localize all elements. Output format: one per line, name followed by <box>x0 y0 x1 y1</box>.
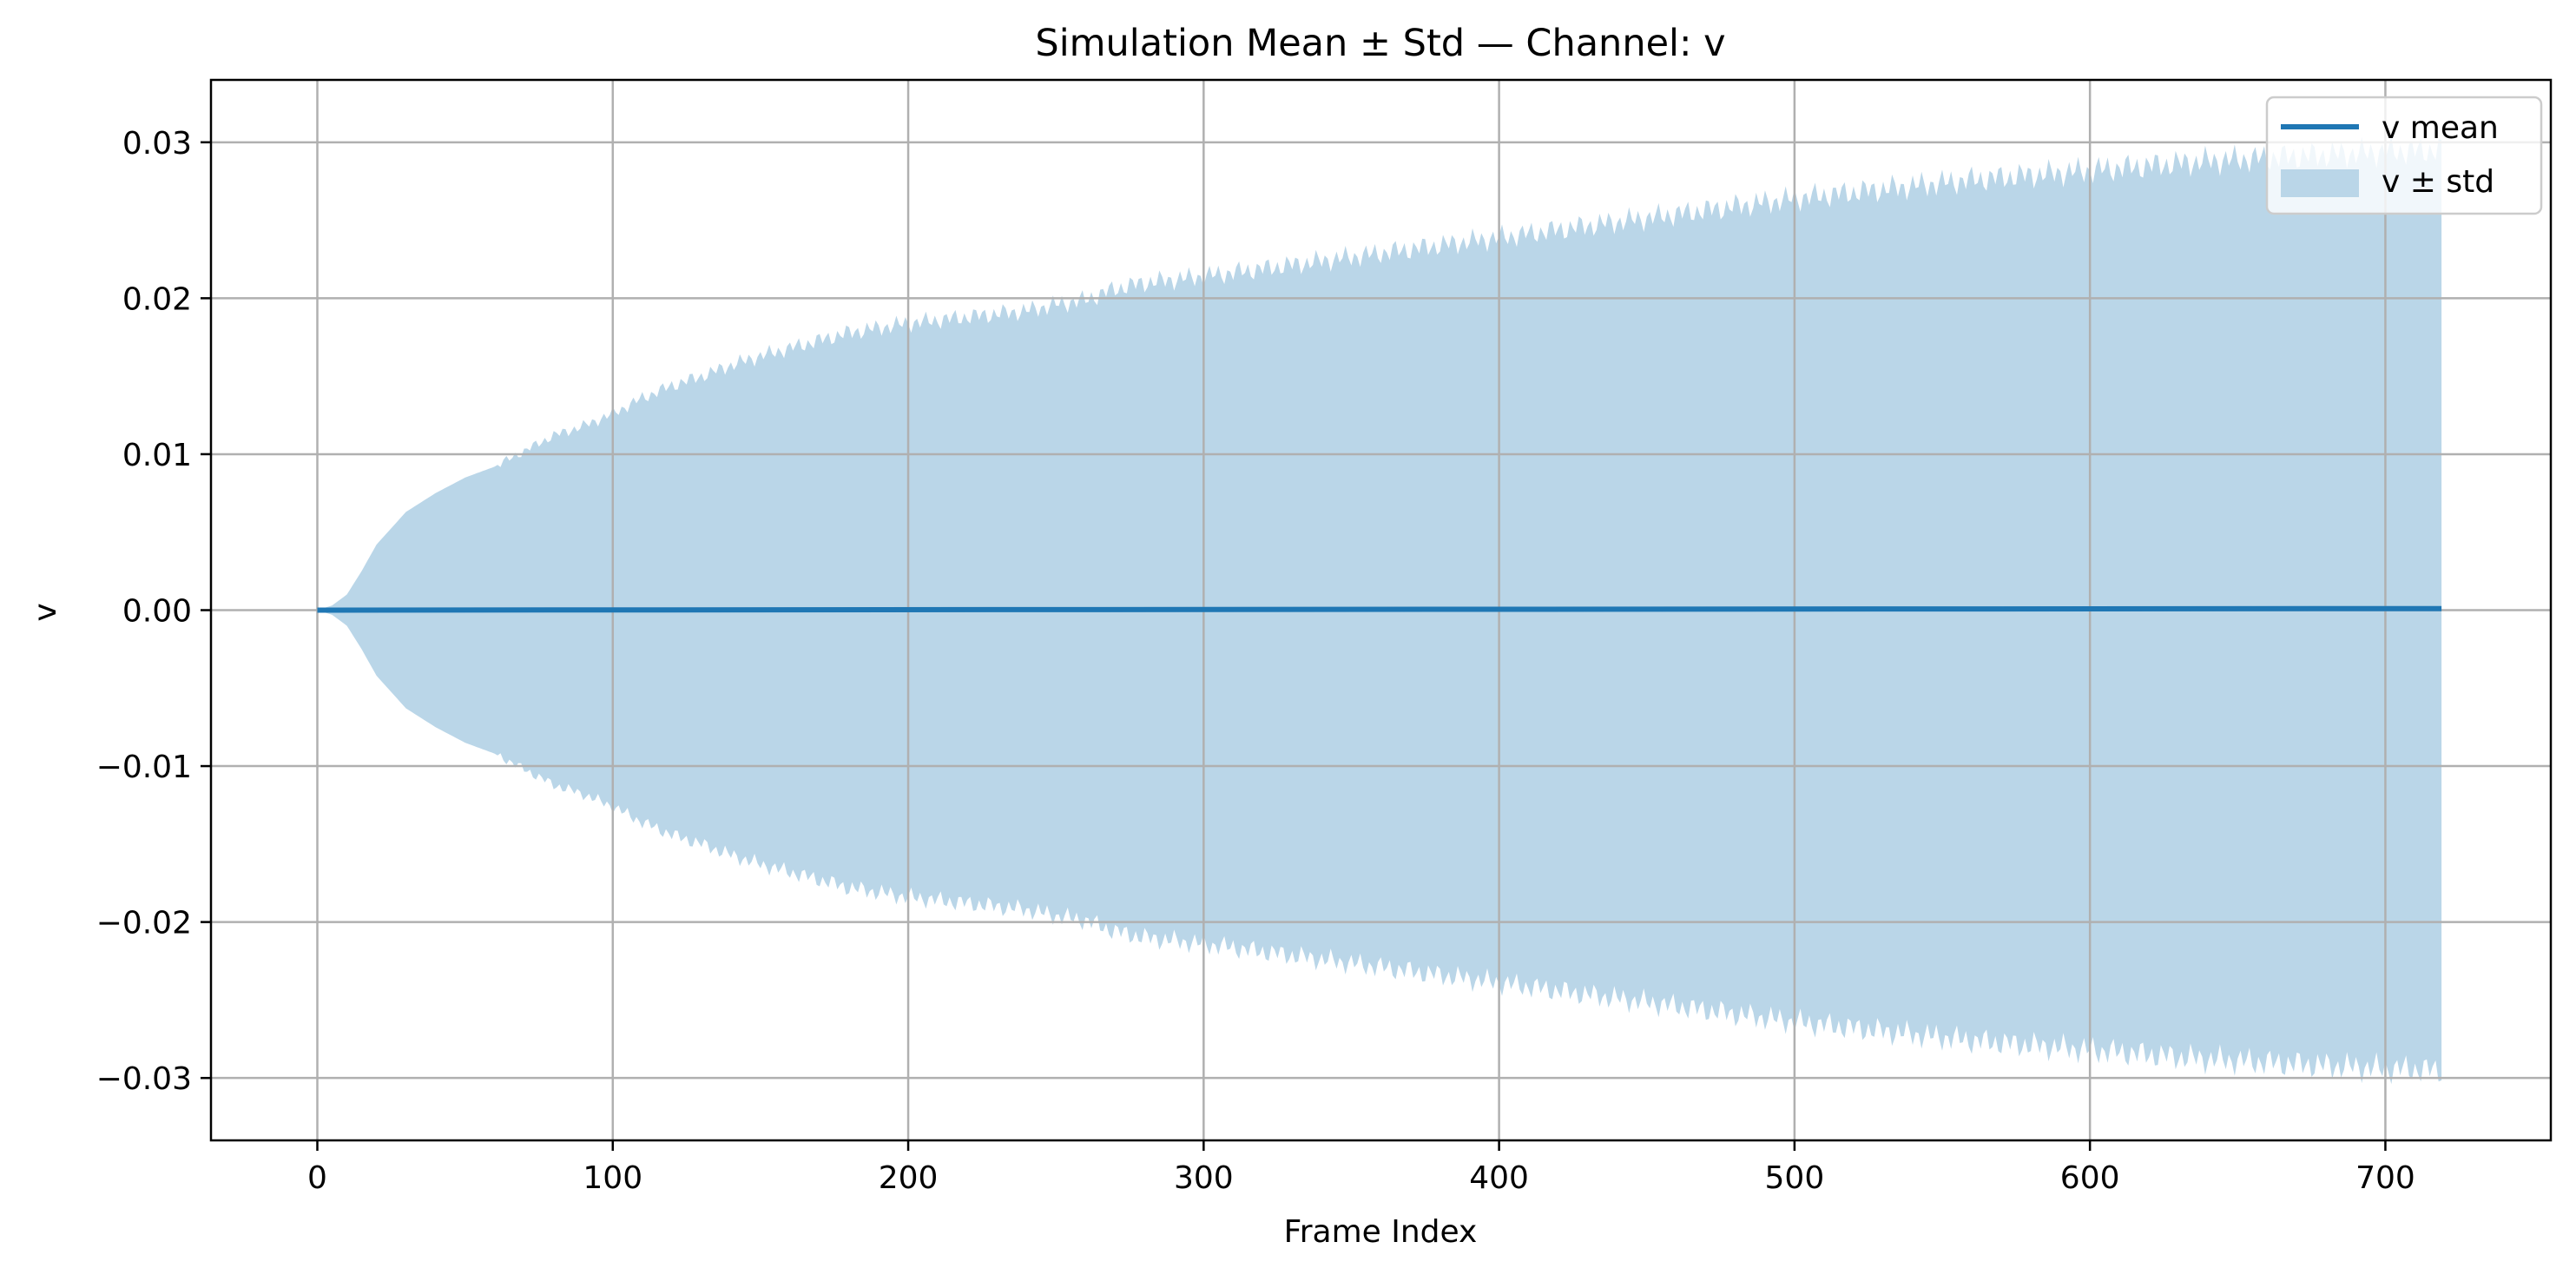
y-axis-label: v <box>28 603 63 621</box>
x-tick-label: 700 <box>2355 1160 2415 1196</box>
x-tick-label: 400 <box>1469 1160 1529 1196</box>
x-tick-label: 100 <box>583 1160 642 1196</box>
y-axis-ticks: 0.03 0.02 0.01 0.00 −0.01 −0.02 −0.03 <box>96 126 211 1097</box>
legend-mean-label: v mean <box>2382 110 2499 146</box>
y-tick-label: 0.02 <box>122 281 192 317</box>
x-axis-ticks: 0 100 200 300 400 500 600 700 <box>307 1140 2415 1196</box>
legend: v mean v ± std <box>2265 96 2543 215</box>
mean-line <box>317 605 2442 613</box>
legend-band-swatch <box>2281 169 2359 197</box>
y-tick-label: −0.01 <box>96 750 192 785</box>
y-tick-label: 0.03 <box>122 126 192 162</box>
y-tick-label: −0.02 <box>96 906 192 941</box>
y-tick-label: −0.03 <box>96 1061 192 1097</box>
x-tick-label: 500 <box>1765 1160 1825 1196</box>
y-tick-label: 0.01 <box>122 438 192 473</box>
x-tick-label: 600 <box>2060 1160 2120 1196</box>
y-tick-label: 0.00 <box>122 594 192 630</box>
x-tick-label: 300 <box>1174 1160 1234 1196</box>
x-tick-label: 200 <box>879 1160 939 1196</box>
x-axis-label: Frame Index <box>1284 1214 1478 1250</box>
chart-title: Simulation Mean ± Std — Channel: v <box>1035 22 1725 65</box>
x-tick-label: 0 <box>307 1160 327 1196</box>
legend-band-label: v ± std <box>2382 164 2494 200</box>
mean-line-layer <box>317 605 2442 613</box>
